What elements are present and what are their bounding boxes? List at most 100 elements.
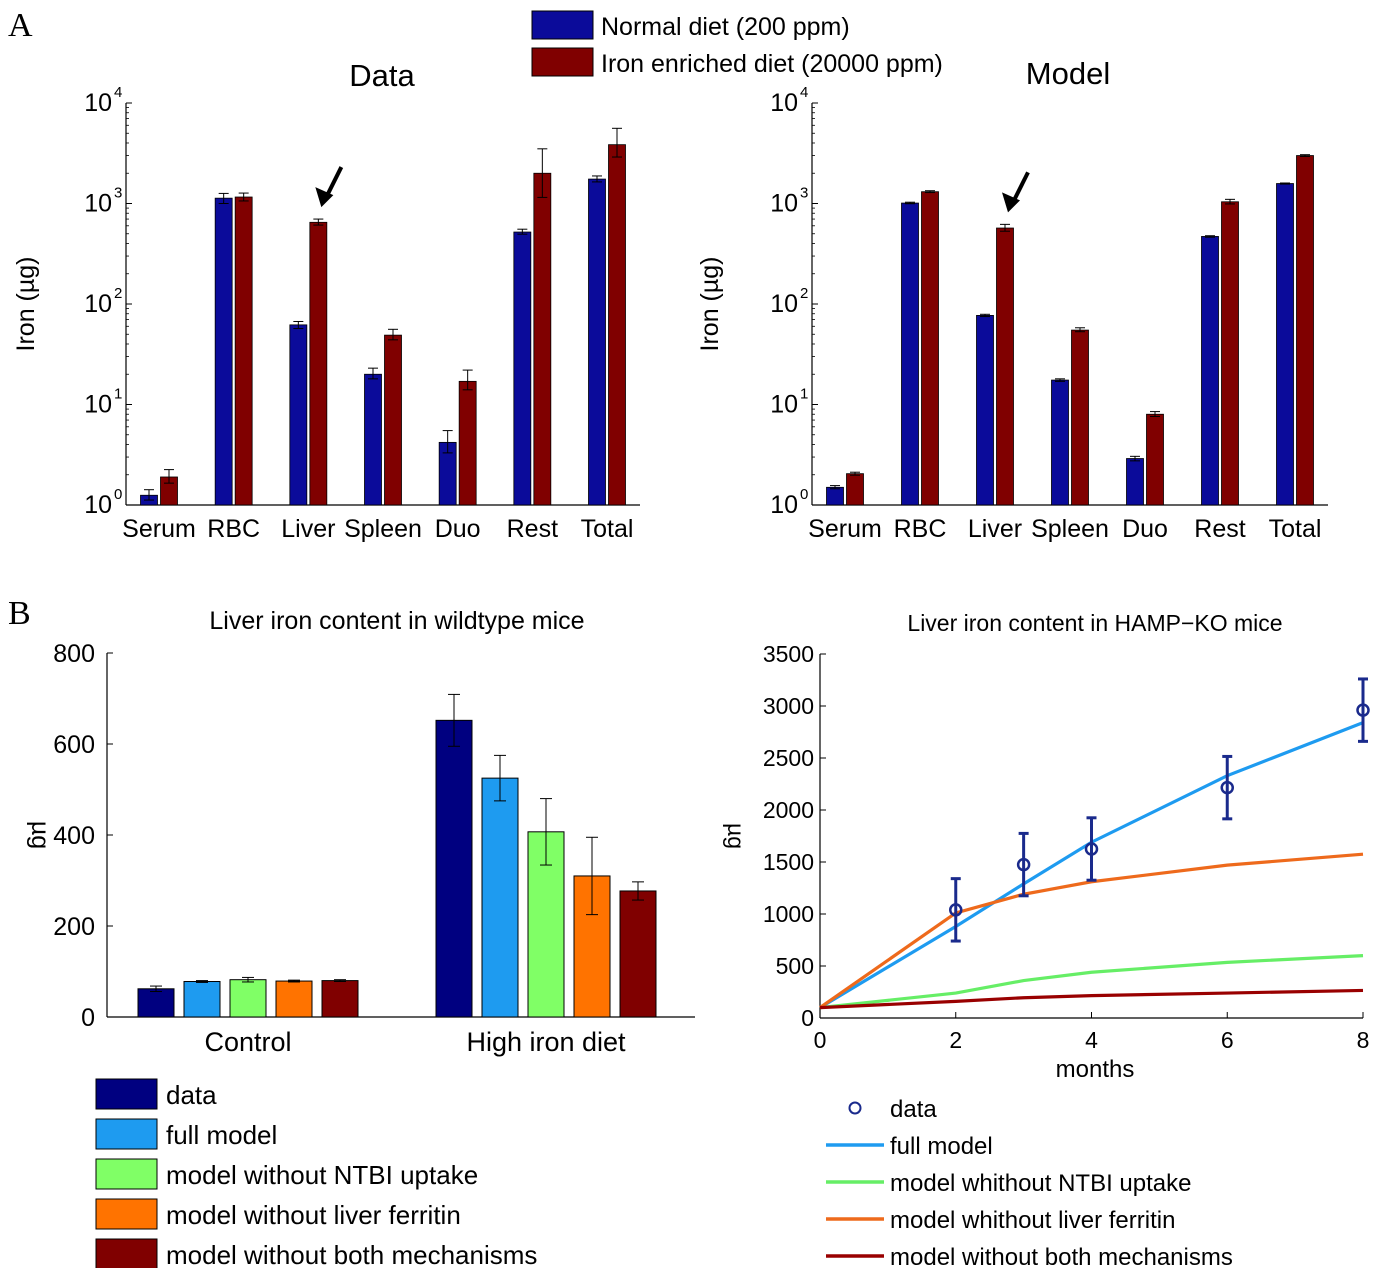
- bar-rbc-0: [901, 202, 919, 506]
- bar-duo-1: [1146, 413, 1164, 506]
- legend-label-model-whithout-liver-ferritin: model whithout liver ferritin: [890, 1207, 1175, 1234]
- chart-title: Liver iron content in wildtype mice: [209, 607, 584, 635]
- y-tick-exponent: 4: [800, 84, 808, 101]
- y-tick-exponent: 1: [114, 386, 122, 403]
- y-axis-label: Iron (µg): [696, 257, 724, 352]
- series-line-model-whithout-ntbi-uptake: [819, 954, 1364, 1010]
- data-point: [1084, 842, 1099, 856]
- bar-high-iron-diet-model-without-ntbi-uptake: [527, 831, 565, 1018]
- x-tick-label: Total: [1269, 515, 1322, 543]
- x-tick-label: Control: [204, 1027, 291, 1057]
- series-line-full-model: [819, 721, 1364, 1009]
- bar-duo-0: [1126, 458, 1144, 506]
- bar-total-1: [608, 144, 626, 506]
- legend-label-model-without-both-mechanisms: model without both mechanisms: [890, 1244, 1233, 1268]
- chart-title: Data: [349, 58, 415, 93]
- bar-spleen-0: [1051, 379, 1069, 506]
- legend-label-model-without-liver-ferritin: model without liver ferritin: [166, 1200, 461, 1230]
- legend-b-left: data full model model without NTBI uptake m…: [95, 1078, 537, 1268]
- x-tick-label: Duo: [435, 515, 481, 543]
- x-tick-label: 6: [1221, 1027, 1234, 1053]
- series-line-model-whithout-liver-ferritin: [819, 852, 1364, 1009]
- y-tick-label: 1000: [763, 901, 814, 927]
- legend-label-full-model: full model: [166, 1120, 277, 1150]
- legend-diet: Normal diet (200 ppm) Iron enriched diet …: [531, 10, 943, 78]
- y-tick-label: 10: [84, 391, 112, 419]
- bar-spleen-1: [384, 334, 402, 506]
- bar-spleen-1: [1071, 329, 1089, 506]
- x-tick-label: High iron diet: [466, 1027, 626, 1057]
- y-tick-label: 10: [770, 391, 798, 419]
- x-tick-label: Spleen: [344, 515, 422, 543]
- bar-control-model-without-both-mechanisms: [321, 980, 359, 1018]
- x-tick-label: Rest: [1194, 515, 1245, 543]
- bar-control-full-model: [183, 981, 221, 1018]
- legend-label-model-whithout-ntbi-uptake: model whithout NTBI uptake: [890, 1170, 1192, 1197]
- y-tick-label: 10: [84, 89, 112, 117]
- y-tick-exponent: 3: [800, 185, 808, 202]
- legend-swatch-model-without-both-mechanisms: [95, 1238, 158, 1268]
- y-tick-exponent: 3: [114, 185, 122, 202]
- chart-b-wildtype: 0 200 400 600 800 Liver iron content in wildt…: [26, 607, 695, 1057]
- panel-label-a: A: [8, 7, 33, 44]
- y-tick-label: 10: [770, 491, 798, 519]
- annotation-arrow-head: [315, 187, 334, 208]
- data-point: [1220, 780, 1234, 795]
- legend-label-1: Iron enriched diet (20000 ppm): [601, 50, 943, 78]
- y-tick-label: 2500: [763, 745, 814, 771]
- x-tick-label: Rest: [507, 515, 558, 543]
- x-tick-label: 4: [1085, 1027, 1098, 1053]
- data-point: [949, 903, 963, 917]
- y-tick-label: 10: [770, 290, 798, 318]
- y-tick-label: 500: [776, 953, 814, 979]
- series-line-model-without-both-mechanisms: [819, 988, 1364, 1010]
- legend-label-0: Normal diet (200 ppm): [601, 13, 850, 41]
- x-tick-label: Liver: [968, 515, 1022, 543]
- y-tick-label: 10: [84, 491, 112, 519]
- y-tick-exponent: 0: [800, 486, 808, 503]
- bar-liver-0: [976, 315, 994, 506]
- legend-swatch-data: [95, 1078, 158, 1110]
- y-axis-label: µg: [26, 821, 54, 849]
- legend-label-model-without-ntbi-uptake: model without NTBI uptake: [166, 1160, 478, 1190]
- bar-spleen-0: [364, 373, 382, 506]
- x-tick-label: Total: [581, 515, 634, 543]
- bar-rest-1: [533, 172, 552, 506]
- x-tick-label: Serum: [122, 515, 196, 543]
- y-tick-label: 10: [84, 290, 112, 318]
- legend-label-data: data: [166, 1080, 217, 1110]
- bar-serum-1: [846, 473, 864, 506]
- legend-swatch-0: [531, 10, 594, 40]
- x-tick-label: Spleen: [1031, 515, 1109, 543]
- bar-liver-0: [289, 324, 308, 506]
- y-tick-label: 10: [770, 89, 798, 117]
- bar-liver-1: [309, 221, 328, 506]
- y-tick-label: 10: [84, 190, 112, 218]
- bar-total-1: [1296, 155, 1314, 506]
- bar-duo-1: [458, 380, 477, 506]
- legend-label-model-without-both-mechanisms: model without both mechanisms: [166, 1240, 537, 1268]
- chart-title: Liver iron content in HAMP−KO mice: [907, 610, 1282, 636]
- panel-label-b: B: [8, 595, 31, 632]
- bar-control-data: [137, 988, 175, 1018]
- legend-swatch-full-model: [95, 1118, 158, 1150]
- y-tick-label: 400: [53, 822, 95, 850]
- bar-rbc-1: [234, 196, 253, 506]
- data-point: [1016, 857, 1031, 872]
- y-tick-label: 0: [801, 1005, 814, 1031]
- legend-swatch-1: [531, 47, 594, 77]
- x-tick-label: 8: [1357, 1027, 1370, 1053]
- bar-high-iron-diet-model-without-both-mechanisms: [619, 890, 657, 1018]
- y-axis-label: Iron (µg): [12, 257, 40, 352]
- legend-label-full-model: full model: [890, 1133, 993, 1160]
- legend-label-data: data: [890, 1096, 937, 1123]
- y-tick-exponent: 2: [800, 285, 808, 302]
- y-tick-label: 2000: [763, 797, 814, 823]
- y-tick-label: 600: [53, 731, 95, 759]
- x-tick-label: Duo: [1122, 515, 1168, 543]
- x-tick-label: Liver: [281, 515, 335, 543]
- y-tick-exponent: 4: [114, 84, 122, 101]
- bar-control-model-without-ntbi-uptake: [229, 979, 267, 1018]
- chart-title: Model: [1026, 56, 1110, 91]
